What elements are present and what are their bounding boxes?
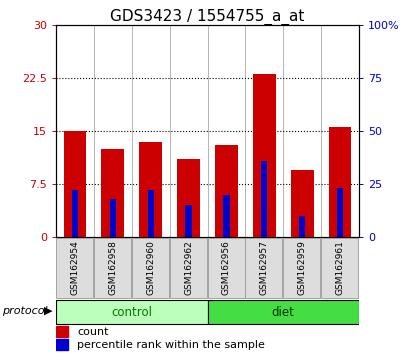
Bar (291, 170, 314, 237)
Bar (101, 149, 124, 237)
Bar (215, 145, 238, 237)
Bar (261, 161, 268, 237)
Bar (72, 190, 78, 237)
Text: protocol: protocol (2, 306, 48, 316)
FancyBboxPatch shape (321, 239, 358, 298)
Text: ▶: ▶ (44, 306, 52, 316)
Text: GSM162957: GSM162957 (260, 240, 269, 295)
Bar (329, 127, 352, 237)
Text: diet: diet (272, 306, 295, 319)
Text: control: control (111, 306, 152, 319)
Text: GSM162962: GSM162962 (184, 240, 193, 295)
Bar (56, 339, 68, 350)
FancyBboxPatch shape (94, 239, 131, 298)
FancyBboxPatch shape (208, 239, 244, 298)
Text: GSM162954: GSM162954 (71, 240, 79, 295)
FancyBboxPatch shape (56, 239, 93, 298)
Bar (253, 74, 276, 237)
Text: GSM162959: GSM162959 (298, 240, 307, 295)
Bar (177, 159, 200, 237)
Bar (337, 188, 343, 237)
Text: GSM162958: GSM162958 (108, 240, 117, 295)
Text: count: count (77, 327, 109, 337)
Text: GSM162956: GSM162956 (222, 240, 231, 295)
Text: percentile rank within the sample: percentile rank within the sample (77, 339, 265, 350)
Bar (63, 131, 86, 237)
Text: GDS3423 / 1554755_a_at: GDS3423 / 1554755_a_at (110, 9, 305, 25)
Text: GSM162960: GSM162960 (146, 240, 155, 295)
Bar (299, 216, 305, 237)
Bar (139, 142, 162, 237)
FancyBboxPatch shape (132, 239, 169, 298)
FancyBboxPatch shape (56, 301, 208, 324)
FancyBboxPatch shape (283, 239, 320, 298)
FancyBboxPatch shape (245, 239, 283, 298)
Bar (186, 205, 192, 237)
Text: GSM162961: GSM162961 (336, 240, 344, 295)
Bar (110, 199, 116, 237)
Bar (56, 326, 68, 337)
FancyBboxPatch shape (170, 239, 207, 298)
Bar (223, 195, 229, 237)
FancyBboxPatch shape (208, 301, 359, 324)
Bar (147, 190, 154, 237)
